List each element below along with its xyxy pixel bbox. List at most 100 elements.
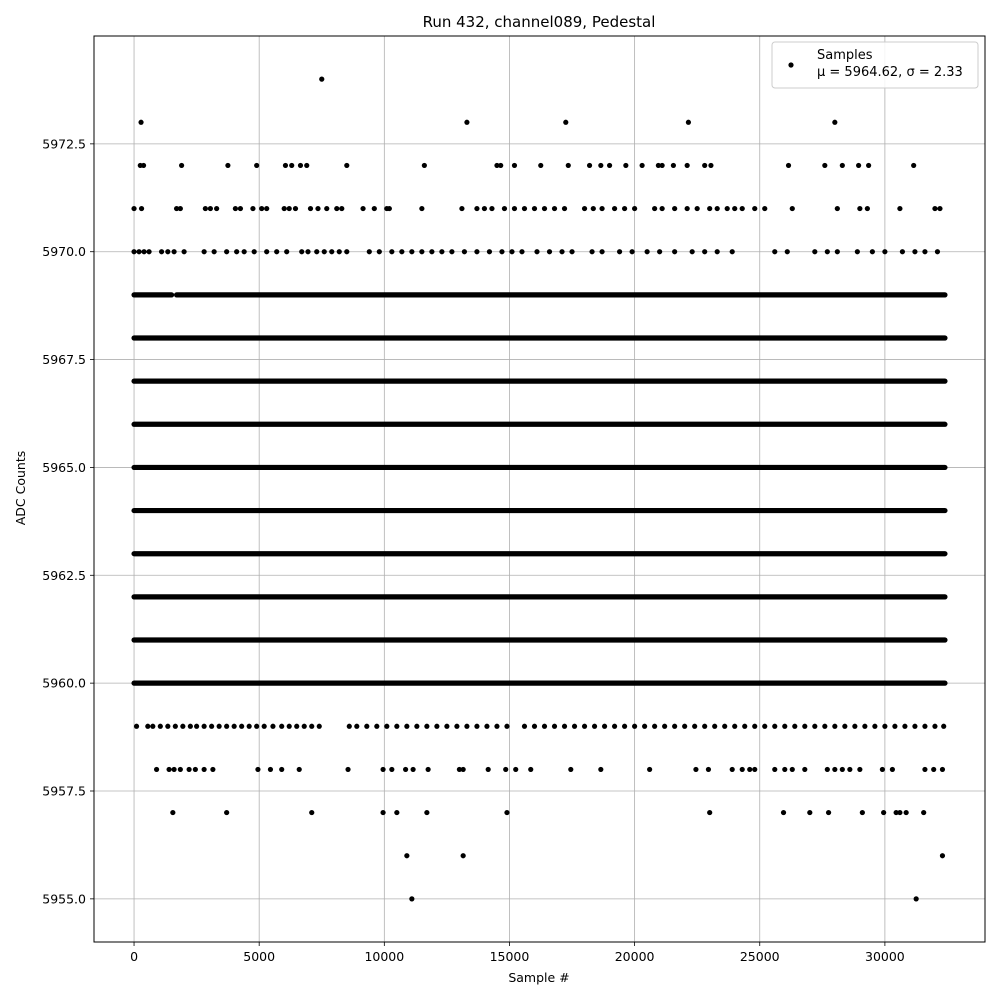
x-tick-label: 25000 <box>740 949 780 964</box>
data-point <box>707 809 713 816</box>
legend-marker <box>788 62 794 68</box>
data-point <box>424 723 430 729</box>
data-point <box>659 205 665 212</box>
data-point <box>724 205 730 212</box>
x-tick-label: 30000 <box>865 949 905 964</box>
data-point <box>519 249 525 255</box>
data-point <box>409 896 415 902</box>
data-point <box>170 809 176 816</box>
data-point <box>461 249 468 255</box>
data-point <box>662 723 668 729</box>
data-point <box>474 205 480 212</box>
x-tick-label: 10000 <box>364 949 404 964</box>
data-point <box>685 119 692 125</box>
data-point <box>264 249 270 255</box>
data-point <box>186 766 192 773</box>
data-point <box>882 249 888 255</box>
data-point <box>201 766 207 773</box>
data-point <box>380 809 386 816</box>
data-point <box>316 723 322 729</box>
data-point <box>670 162 677 169</box>
data-point <box>153 766 160 773</box>
data-point <box>682 723 688 729</box>
data-point <box>336 249 342 255</box>
data-point <box>224 723 230 729</box>
data-point <box>707 205 713 212</box>
data-point <box>792 723 798 729</box>
data-point <box>489 205 495 212</box>
data-point <box>872 723 878 729</box>
data-point <box>546 249 553 255</box>
data-point <box>857 205 863 212</box>
data-point <box>394 809 400 816</box>
x-tick-label: 5000 <box>243 949 275 964</box>
data-point <box>599 205 605 212</box>
data-point <box>321 249 327 255</box>
data-point <box>541 205 548 212</box>
data-point <box>912 249 918 255</box>
y-tick-label: 5962.5 <box>42 568 86 583</box>
data-point <box>932 723 938 729</box>
data-point <box>250 205 256 212</box>
data-point <box>531 205 538 212</box>
data-point <box>264 205 270 212</box>
data-point <box>141 249 147 255</box>
data-point <box>371 205 377 212</box>
x-tick-label: 20000 <box>615 949 655 964</box>
data-point <box>454 723 460 729</box>
data-point <box>939 853 946 859</box>
data-point <box>419 249 425 255</box>
data-point <box>282 162 289 169</box>
data-point <box>534 249 540 255</box>
data-point <box>897 205 903 212</box>
data-point <box>434 723 440 729</box>
data-point <box>561 723 568 729</box>
data-point <box>474 723 480 729</box>
data-point <box>301 723 307 729</box>
y-tick-label: 5972.5 <box>42 136 86 151</box>
data-point <box>459 205 465 212</box>
data-point <box>812 723 818 729</box>
data-point <box>394 723 400 729</box>
data-point <box>294 723 300 729</box>
data-point <box>561 205 568 212</box>
data-point <box>784 249 790 255</box>
data-point <box>504 723 510 729</box>
data-point <box>380 766 386 773</box>
data-point <box>202 205 208 212</box>
data-point <box>246 723 252 729</box>
data-point <box>414 723 420 729</box>
data-point <box>632 205 638 212</box>
data-point <box>832 723 838 729</box>
data-point <box>360 205 366 212</box>
data-point <box>299 249 305 255</box>
data-point <box>231 723 237 729</box>
data-point <box>714 249 720 255</box>
data-point <box>484 723 490 729</box>
data-point <box>173 205 180 212</box>
data-point <box>611 205 618 212</box>
data-point <box>824 766 830 773</box>
data-point <box>934 249 941 255</box>
data-point <box>267 766 274 773</box>
data-point <box>689 249 695 255</box>
data-point <box>732 723 738 729</box>
plot-frame <box>93 35 986 943</box>
data-point <box>571 723 578 729</box>
data-point <box>241 249 247 255</box>
data-point <box>286 205 292 212</box>
data-point <box>922 249 928 255</box>
data-point <box>192 766 198 773</box>
data-point <box>869 249 875 255</box>
data-point <box>498 162 504 169</box>
data-point <box>376 249 382 255</box>
data-point <box>286 723 292 729</box>
y-tick-label: 5965.0 <box>42 460 86 475</box>
data-point <box>832 766 838 773</box>
data-point <box>251 249 257 255</box>
data-point <box>279 723 285 729</box>
data-point <box>386 205 392 212</box>
data-point <box>879 766 885 773</box>
data-point <box>297 162 304 169</box>
data-point <box>652 205 658 212</box>
